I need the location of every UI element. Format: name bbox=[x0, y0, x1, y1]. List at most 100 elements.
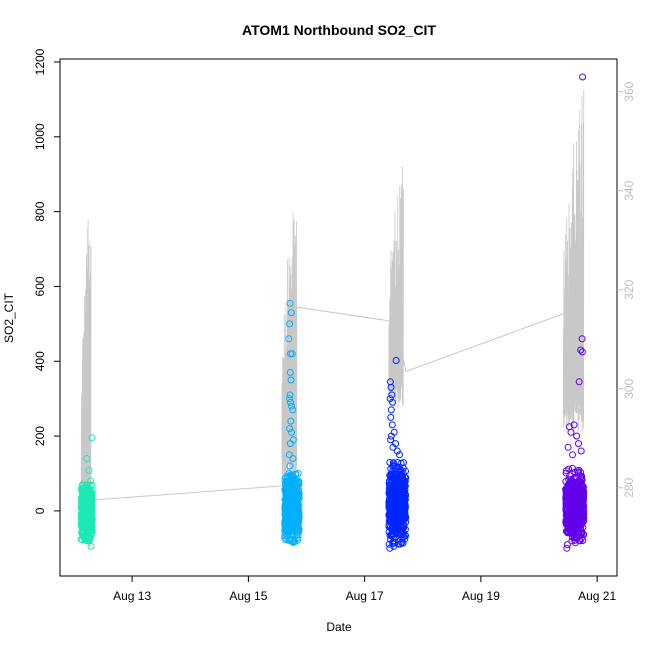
series-1 bbox=[77, 434, 96, 550]
data-point bbox=[386, 499, 394, 507]
data-point bbox=[393, 511, 401, 519]
data-point bbox=[88, 434, 96, 442]
data-point bbox=[399, 513, 407, 520]
data-point bbox=[386, 488, 394, 496]
data-point bbox=[569, 464, 576, 472]
data-point bbox=[388, 531, 395, 538]
data-point bbox=[568, 493, 576, 501]
data-point bbox=[577, 468, 585, 476]
data-point bbox=[281, 495, 289, 503]
series-2 bbox=[281, 299, 303, 546]
data-point bbox=[79, 496, 87, 504]
data-point bbox=[579, 488, 587, 496]
data-point bbox=[568, 528, 576, 536]
data-point bbox=[578, 481, 586, 489]
data-point bbox=[579, 73, 587, 81]
x-axis-label: Date bbox=[326, 620, 352, 634]
x-axis: Aug 13 Aug 15 Aug 17 Aug 19 Aug 21 bbox=[113, 576, 616, 603]
series-4 bbox=[562, 73, 588, 552]
data-point bbox=[286, 369, 294, 376]
data-point bbox=[389, 398, 396, 406]
data-point bbox=[85, 509, 93, 517]
y2-tick-label: 360 bbox=[622, 81, 636, 101]
data-point bbox=[391, 476, 399, 484]
y-tick-label: 600 bbox=[33, 276, 47, 296]
data-point bbox=[88, 490, 95, 498]
data-point bbox=[391, 538, 399, 546]
data-point bbox=[387, 432, 395, 440]
data-point bbox=[385, 522, 393, 529]
data-point bbox=[578, 348, 586, 356]
y-tick-label: 800 bbox=[33, 201, 47, 221]
secondary-y-axis: 280 300 320 340 360 bbox=[617, 81, 636, 498]
data-point bbox=[399, 525, 407, 533]
data-point bbox=[389, 459, 397, 467]
data-point bbox=[295, 528, 303, 536]
data-point bbox=[287, 309, 295, 317]
data-point bbox=[386, 544, 394, 552]
data-point bbox=[287, 376, 295, 384]
data-point bbox=[401, 535, 409, 543]
data-point bbox=[288, 350, 296, 358]
x-tick-label: Aug 21 bbox=[578, 589, 616, 603]
data-point bbox=[286, 320, 294, 328]
data-point bbox=[387, 406, 395, 414]
y-tick-label: 1200 bbox=[33, 48, 47, 75]
data-point bbox=[286, 395, 294, 403]
data-point bbox=[87, 542, 95, 550]
data-point bbox=[392, 357, 400, 364]
data-point bbox=[391, 513, 399, 521]
y2-tick-label: 300 bbox=[622, 378, 636, 398]
data-point bbox=[577, 447, 585, 455]
data-point bbox=[563, 527, 571, 535]
data-point bbox=[388, 421, 396, 429]
data-point bbox=[289, 455, 297, 462]
data-point bbox=[575, 466, 583, 474]
data-point bbox=[566, 472, 574, 480]
data-point bbox=[83, 455, 91, 462]
data-point bbox=[387, 472, 394, 480]
data-point bbox=[87, 534, 94, 541]
data-point bbox=[566, 512, 574, 520]
data-point bbox=[386, 500, 394, 508]
data-point bbox=[572, 503, 580, 511]
data-point bbox=[295, 506, 302, 514]
chart-title: ATOM1 Northbound SO2_CIT bbox=[242, 22, 436, 38]
data-point bbox=[395, 475, 403, 483]
data-point bbox=[580, 507, 587, 515]
data-point bbox=[289, 406, 297, 414]
data-point bbox=[567, 428, 575, 436]
data-point bbox=[83, 484, 91, 492]
data-point bbox=[396, 451, 403, 459]
data-point bbox=[83, 518, 91, 526]
data-point bbox=[578, 335, 586, 343]
data-point bbox=[285, 335, 293, 343]
data-point bbox=[286, 391, 294, 399]
data-point bbox=[288, 428, 295, 436]
data-point bbox=[287, 398, 294, 406]
y2-tick-label: 280 bbox=[622, 477, 636, 497]
data-point bbox=[294, 479, 302, 487]
data-point bbox=[293, 509, 301, 517]
data-point bbox=[400, 459, 407, 467]
data-point bbox=[87, 477, 94, 485]
data-point bbox=[562, 511, 570, 519]
x-tick-label: Aug 17 bbox=[346, 589, 384, 603]
data-point bbox=[295, 495, 303, 503]
data-point bbox=[563, 518, 571, 526]
data-point bbox=[565, 465, 573, 473]
data-point bbox=[575, 378, 583, 386]
data-points bbox=[77, 73, 588, 552]
data-point bbox=[386, 459, 394, 466]
data-point bbox=[399, 469, 407, 477]
data-point bbox=[400, 499, 408, 507]
x-tick-label: Aug 19 bbox=[462, 589, 500, 603]
y-axis-label: SO2_CIT bbox=[2, 292, 16, 343]
data-point bbox=[281, 526, 289, 534]
data-point bbox=[580, 517, 588, 525]
data-point bbox=[391, 526, 399, 534]
data-point bbox=[78, 536, 86, 544]
overlay-day-3 bbox=[388, 166, 404, 408]
y-axis: 0 200 400 600 800 1000 1200 bbox=[33, 48, 60, 514]
